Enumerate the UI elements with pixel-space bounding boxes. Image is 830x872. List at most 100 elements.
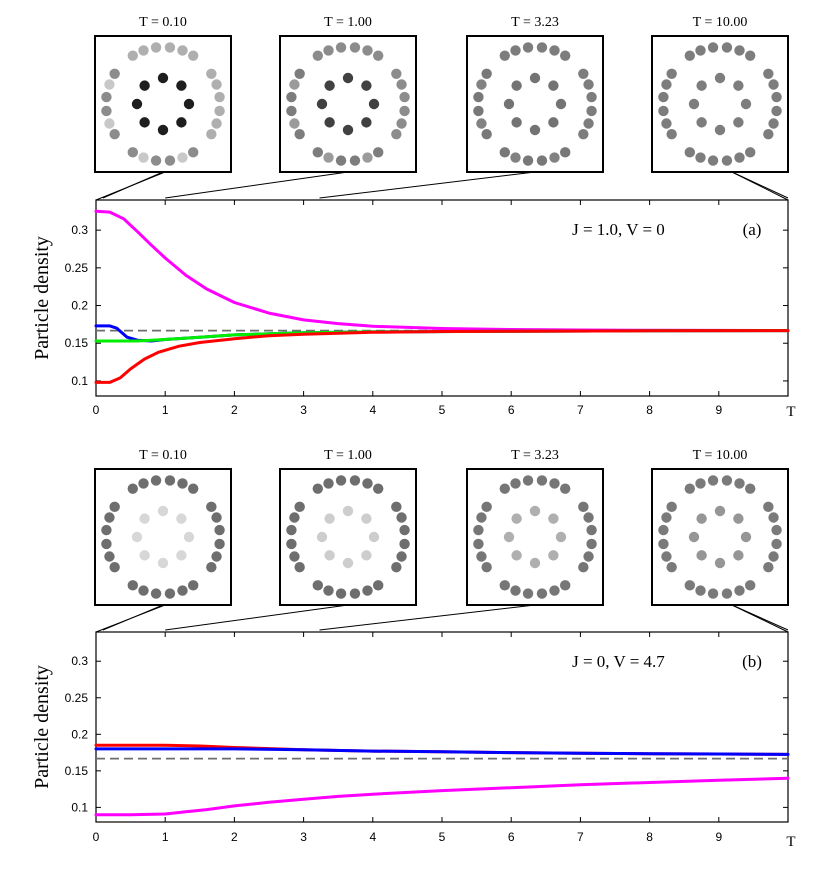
particle-outer xyxy=(510,478,521,489)
inset-title: T = 1.00 xyxy=(324,15,372,30)
particle-outer xyxy=(661,79,672,90)
particle-inner xyxy=(733,80,744,91)
particle-outer xyxy=(138,45,149,56)
particle-outer xyxy=(763,129,774,140)
particle-outer xyxy=(721,588,733,599)
series-line xyxy=(94,209,790,332)
particle-outer xyxy=(312,483,323,494)
y-tick-label: 0.3 xyxy=(71,654,88,668)
particle-outer xyxy=(188,580,199,591)
particle-outer xyxy=(109,501,120,512)
particle-outer xyxy=(294,501,305,512)
particle-outer xyxy=(101,524,112,536)
x-axis-label: T xyxy=(786,834,795,850)
particle-outer xyxy=(658,524,669,536)
particle-outer xyxy=(399,105,410,117)
particle-outer xyxy=(109,562,120,573)
x-tick-label: 0 xyxy=(93,403,100,417)
particle-inner xyxy=(342,72,354,84)
particle-outer xyxy=(391,501,402,512)
particle-outer xyxy=(335,475,347,486)
particle-outer xyxy=(150,588,162,599)
y-tick-label: 0.2 xyxy=(71,299,88,313)
particle-inner xyxy=(183,531,195,543)
particle-outer xyxy=(312,50,323,61)
particle-outer xyxy=(294,562,305,573)
particle-outer xyxy=(362,585,373,596)
particle-outer xyxy=(177,585,188,596)
x-tick-label: 5 xyxy=(439,403,446,417)
particle-outer xyxy=(522,155,534,166)
inset-box xyxy=(466,468,604,606)
particle-outer xyxy=(578,562,589,573)
particle-outer xyxy=(560,147,571,158)
particle-outer xyxy=(188,50,199,61)
particle-inner xyxy=(176,550,187,561)
particle-inner xyxy=(361,117,372,128)
particle-outer xyxy=(101,105,112,117)
particle-outer xyxy=(661,551,672,562)
particle-outer xyxy=(768,551,779,562)
particle-inner xyxy=(139,80,150,91)
inset-connector xyxy=(165,171,349,199)
particle-inner xyxy=(342,505,354,517)
particle-outer xyxy=(481,129,492,140)
particle-outer xyxy=(164,588,176,599)
particle-outer xyxy=(335,42,347,53)
particle-outer xyxy=(323,478,334,489)
particle-outer xyxy=(289,512,300,523)
particle-outer xyxy=(188,147,199,158)
particle-outer xyxy=(362,478,373,489)
particle-inner xyxy=(714,124,726,136)
particle-outer xyxy=(373,580,384,591)
particle-inner xyxy=(139,117,150,128)
particle-outer xyxy=(214,91,225,103)
particle-outer xyxy=(312,147,323,158)
particle-inner xyxy=(696,550,707,561)
particle-outer xyxy=(399,538,410,550)
particle-inner xyxy=(342,557,354,569)
particle-outer xyxy=(499,50,510,61)
particle-outer xyxy=(661,118,672,129)
particle-outer xyxy=(763,68,774,79)
inset-title: T = 0.10 xyxy=(139,15,187,30)
inset-box xyxy=(94,468,232,606)
particle-outer xyxy=(536,155,548,166)
particle-outer xyxy=(323,152,334,163)
particle-inner xyxy=(740,531,752,543)
parameter-annotation: J = 0, V = 4.7 xyxy=(572,652,665,671)
x-tick-label: 2 xyxy=(231,830,238,844)
particle-outer xyxy=(294,68,305,79)
inset-box xyxy=(279,468,417,606)
particle-outer xyxy=(666,501,677,512)
particle-outer xyxy=(312,580,323,591)
particle-outer xyxy=(745,50,756,61)
particle-outer xyxy=(476,118,487,129)
particle-outer xyxy=(695,45,706,56)
particle-inner xyxy=(157,124,169,136)
inset-title: T = 0.10 xyxy=(139,448,187,463)
particle-outer xyxy=(771,105,782,117)
particle-outer xyxy=(476,512,487,523)
particle-outer xyxy=(101,538,112,550)
y-axis-label: Particle density xyxy=(31,665,53,789)
particle-outer xyxy=(373,147,384,158)
particle-outer xyxy=(214,538,225,550)
particle-outer xyxy=(396,79,407,90)
particle-inner xyxy=(733,513,744,524)
x-tick-label: 8 xyxy=(646,403,653,417)
particle-inner xyxy=(511,117,522,128)
particle-outer xyxy=(396,118,407,129)
particle-outer xyxy=(578,129,589,140)
particle-inner xyxy=(529,72,541,84)
x-tick-label: 8 xyxy=(646,830,653,844)
particle-outer xyxy=(499,147,510,158)
particle-outer xyxy=(707,155,719,166)
particle-outer xyxy=(763,562,774,573)
particle-outer xyxy=(684,580,695,591)
particle-outer xyxy=(286,91,297,103)
particle-inner xyxy=(316,98,328,110)
particle-outer xyxy=(666,562,677,573)
particle-outer xyxy=(164,42,176,53)
particle-outer xyxy=(734,45,745,56)
